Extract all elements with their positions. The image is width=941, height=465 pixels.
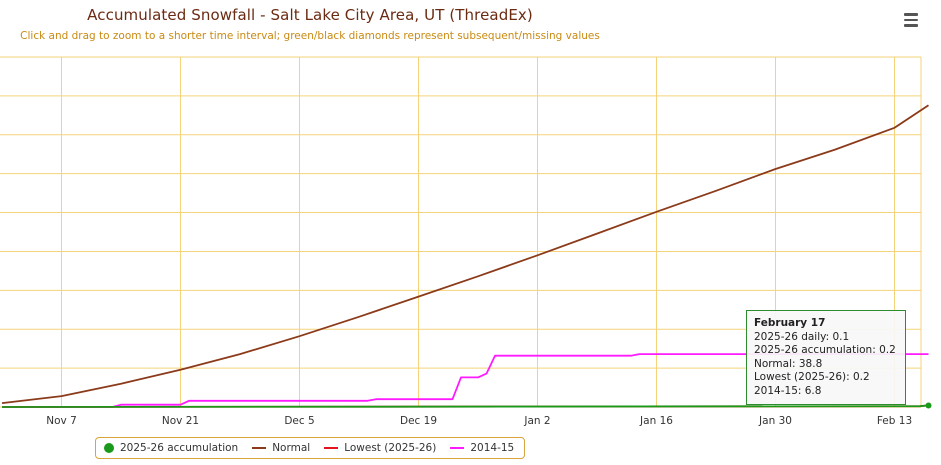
x-tick-label: Jan 30 (758, 415, 792, 427)
x-tick-label: Dec 19 (400, 415, 437, 427)
legend-item-2025-26-accumulation[interactable]: 2025-26 accumulation (104, 442, 238, 454)
legend-label: 2025-26 accumulation (120, 442, 239, 454)
series-line-2025-26-accumulation (1, 404, 929, 408)
chart-legend: 2025-26 accumulation Normal Lowest (2025… (95, 437, 525, 459)
hamburger-menu-icon[interactable] (901, 11, 921, 29)
legend-label: Normal (272, 442, 311, 454)
tooltip-date: February 17 (754, 317, 826, 329)
legend-label: Lowest (2025-26) (344, 442, 437, 454)
x-tick-label: Jan 2 (523, 415, 550, 427)
x-tick-label: Nov 7 (46, 415, 77, 427)
legend-item-2014-15[interactable]: 2014-15 (450, 442, 514, 454)
tooltip-line: 2025-26 accumulation: 0.2 (754, 344, 896, 356)
legend-item-normal[interactable]: Normal (252, 442, 310, 454)
x-tick-label: Jan 16 (639, 415, 673, 427)
x-tick-label: Dec 5 (284, 415, 314, 427)
series-point-2025-26-accumulation (925, 402, 932, 409)
tooltip-line: 2014-15: 6.8 (754, 384, 822, 397)
tooltip-line: Lowest (2025-26): 0.2 (754, 371, 870, 383)
series-line-normal (1, 104, 929, 404)
legend-line-icon (450, 447, 465, 449)
chart-title: Accumulated Snowfall - Salt Lake City Ar… (87, 6, 533, 24)
tooltip-line: 2025-26 daily: 0.1 (754, 330, 850, 343)
x-tick-label: Feb 13 (877, 415, 912, 427)
x-tick-label: Nov 21 (162, 415, 199, 427)
tooltip-line: Normal: 38.8 (754, 357, 823, 370)
legend-item-lowest[interactable]: Lowest (2025-26) (324, 442, 436, 454)
series-line-2014-15 (2, 353, 929, 408)
data-tooltip: February 17 2025-26 daily: 0.1 2025-26 a… (746, 310, 906, 405)
legend-line-icon (324, 447, 339, 449)
legend-dot-icon (104, 443, 114, 453)
legend-label: 2014-15 (470, 442, 515, 454)
chart-subtitle: Click and drag to zoom to a shorter time… (20, 30, 600, 42)
legend-line-icon (252, 447, 267, 449)
